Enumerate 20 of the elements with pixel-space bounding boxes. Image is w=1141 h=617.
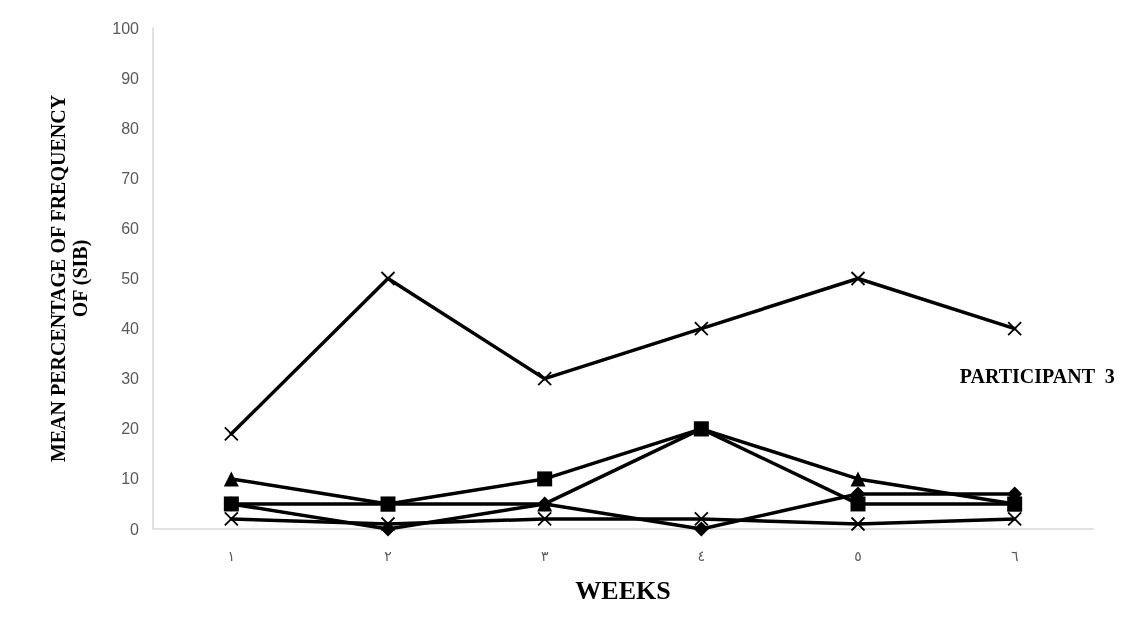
- y-tick-label: 0: [130, 520, 140, 538]
- x-axis-title: WEEKS: [575, 575, 671, 605]
- y-tick-label: 60: [121, 219, 140, 237]
- y-tick-label: 20: [121, 420, 140, 438]
- x-tick-label: ٢: [384, 548, 392, 564]
- y-tick-label: 100: [112, 19, 140, 37]
- x-tick-label: ٣: [540, 548, 549, 564]
- y-tick-label: 90: [121, 69, 140, 87]
- y-tick-label: 50: [121, 270, 140, 287]
- y-tick-label: 30: [121, 370, 140, 388]
- y-tick-label: 80: [121, 119, 140, 137]
- x-tick-label: ٤: [697, 548, 706, 564]
- x-tick-label: ٥: [854, 548, 862, 564]
- annotation: PARTICIPANT 3: [959, 365, 1115, 387]
- y-axis-title: MEAN PERCENTAGE OF FREQUENCY OF (SIB): [47, 94, 92, 463]
- y-tick-label: 40: [121, 320, 140, 338]
- x-tick-label: ٦: [1010, 548, 1019, 564]
- x-tick-label: ١: [227, 548, 236, 564]
- y-tick-label: 70: [121, 169, 140, 187]
- y-tick-label: 10: [121, 470, 140, 488]
